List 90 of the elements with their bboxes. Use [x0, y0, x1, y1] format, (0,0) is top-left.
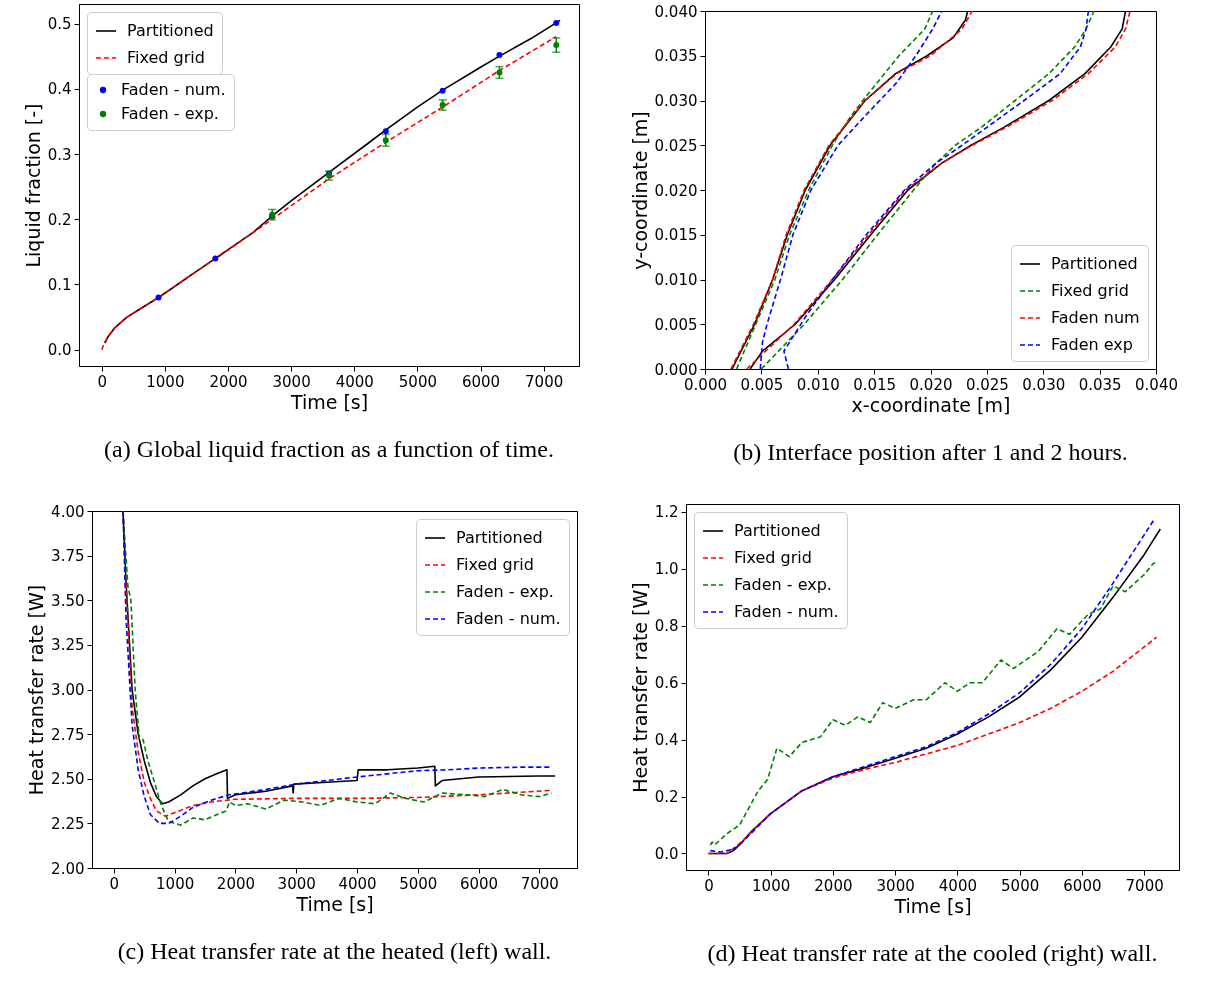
legend-label: Faden - exp.: [733, 575, 832, 594]
y-tick-label: 3.50: [50, 591, 84, 610]
legend-label: Partitioned: [455, 528, 543, 547]
text: (a) Global liquid fraction as a function of time.: [104, 436, 554, 462]
y-tick-label: 0.020: [654, 181, 698, 200]
y-tick-label: 3.75: [50, 547, 84, 566]
x-tick-label: 6000: [461, 372, 501, 391]
x-tick-label: 0.015: [853, 375, 897, 394]
x-tick-label: 4000: [335, 372, 374, 391]
x-axis-title: Time [s]: [294, 892, 374, 915]
legend-label: Faden - num.: [121, 80, 226, 99]
y-tick-label: 0.2: [654, 788, 678, 807]
y-tick-label: 0.0: [47, 341, 72, 360]
y-tick-label: 0.025: [654, 136, 698, 155]
x-tick-label: 0: [703, 876, 714, 895]
x-tick-label: 0.040: [1135, 375, 1178, 394]
y-tick-label: 0.4: [47, 80, 72, 99]
x-tick-label: 0.010: [796, 375, 840, 394]
x-tick-label: 7000: [525, 372, 564, 391]
x-tick-label: 1000: [751, 876, 790, 895]
legend-label: Fixed grid: [1051, 281, 1129, 300]
y-tick-label: 0.2: [47, 210, 72, 229]
x-tick-label: 0: [97, 372, 107, 391]
y-tick-label: 1.0: [654, 560, 678, 579]
legend-label: Faden - num.: [455, 609, 561, 628]
y-tick-label: 0.030: [654, 92, 698, 110]
y-tick-label: 2.00: [50, 859, 84, 878]
y-tick-label: 2.75: [50, 725, 84, 744]
y-tick-label: 0.5: [47, 15, 72, 34]
y-tick-label: 0.010: [654, 271, 698, 289]
legend-label: Fixed grid: [733, 548, 812, 567]
x-tick-label: 3000: [272, 372, 311, 391]
x-tick-label: 0.035: [1078, 375, 1122, 394]
y-tick-label: 0.035: [654, 47, 698, 66]
legend-label: Partitioned: [127, 21, 214, 40]
y-tick-label: 0.3: [47, 145, 72, 164]
y-axis-title: y-coordinate [m]: [628, 111, 651, 270]
y-tick-label: 0.0: [654, 844, 678, 863]
x-tick-label: 0: [109, 874, 119, 893]
text: (b) Interface position after 1 and 2 hours.: [733, 439, 1128, 465]
legend-label: Faden - exp.: [455, 582, 554, 601]
y-axis-title: Heat transfer rate [W]: [24, 584, 47, 796]
y-tick-label: 0.6: [654, 674, 678, 693]
x-tick-label: 5000: [398, 372, 437, 391]
x-tick-label: 1000: [146, 372, 185, 391]
x-axis-title: Time [s]: [892, 894, 972, 917]
x-tick-label: 0.025: [965, 375, 1009, 394]
x-tick-label: 6000: [459, 874, 498, 893]
x-tick-label: 0.030: [1022, 375, 1066, 394]
x-tick-label: 7000: [520, 874, 559, 893]
x-tick-label: 1000: [155, 874, 194, 893]
y-tick-label: 0.1: [47, 275, 72, 294]
x-tick-label: 0.020: [909, 375, 953, 394]
text: (d) Heat transfer rate at the cooled (right) wall.: [707, 940, 1157, 966]
x-tick-label: 5000: [398, 874, 437, 893]
x-tick-label: 5000: [1000, 876, 1039, 895]
y-tick-label: 2.50: [50, 770, 84, 789]
x-axis-title: x-coordinate [m]: [851, 393, 1011, 416]
legend-label: Fixed grid: [455, 555, 534, 574]
legend-label: Fixed grid: [127, 48, 205, 67]
y-axis-title: Heat transfer rate [W]: [628, 582, 651, 793]
y-tick-label: 1.2: [654, 503, 678, 522]
y-tick-label: 2.25: [50, 814, 84, 833]
text: (c) Heat transfer rate at the heated (left) wall.: [117, 938, 551, 964]
x-tick-label: 4000: [337, 874, 377, 893]
x-axis-title: Time [s]: [289, 390, 369, 413]
y-tick-label: 0.005: [654, 315, 698, 334]
legend-label: Partitioned: [1051, 254, 1138, 273]
y-tick-label: 0.8: [654, 617, 678, 636]
y-tick-label: 0.015: [654, 226, 698, 245]
legend-label: Faden num: [1051, 308, 1140, 327]
x-tick-label: 6000: [1062, 876, 1101, 895]
y-tick-label: 4.00: [50, 502, 84, 521]
y-tick-label: 0.4: [654, 731, 678, 750]
y-tick-label: 0.040: [654, 2, 698, 21]
legend-label: Faden - num.: [733, 602, 839, 621]
x-tick-label: 0.005: [740, 375, 784, 394]
x-tick-label: 4000: [938, 876, 977, 895]
x-tick-label: 2000: [813, 876, 852, 895]
y-axis-title: Liquid fraction [-]: [21, 103, 44, 268]
legend-label: Faden - exp.: [121, 104, 219, 123]
x-tick-label: 3000: [277, 874, 316, 893]
x-tick-label: 2000: [209, 372, 248, 391]
legend-label: Faden exp: [1051, 335, 1133, 354]
x-tick-label: 7000: [1125, 876, 1164, 895]
y-tick-label: 3.00: [50, 681, 84, 699]
y-tick-label: 3.25: [50, 636, 84, 655]
legend-label: Partitioned: [733, 521, 821, 540]
x-tick-label: 2000: [216, 874, 255, 893]
x-tick-label: 3000: [876, 876, 915, 895]
